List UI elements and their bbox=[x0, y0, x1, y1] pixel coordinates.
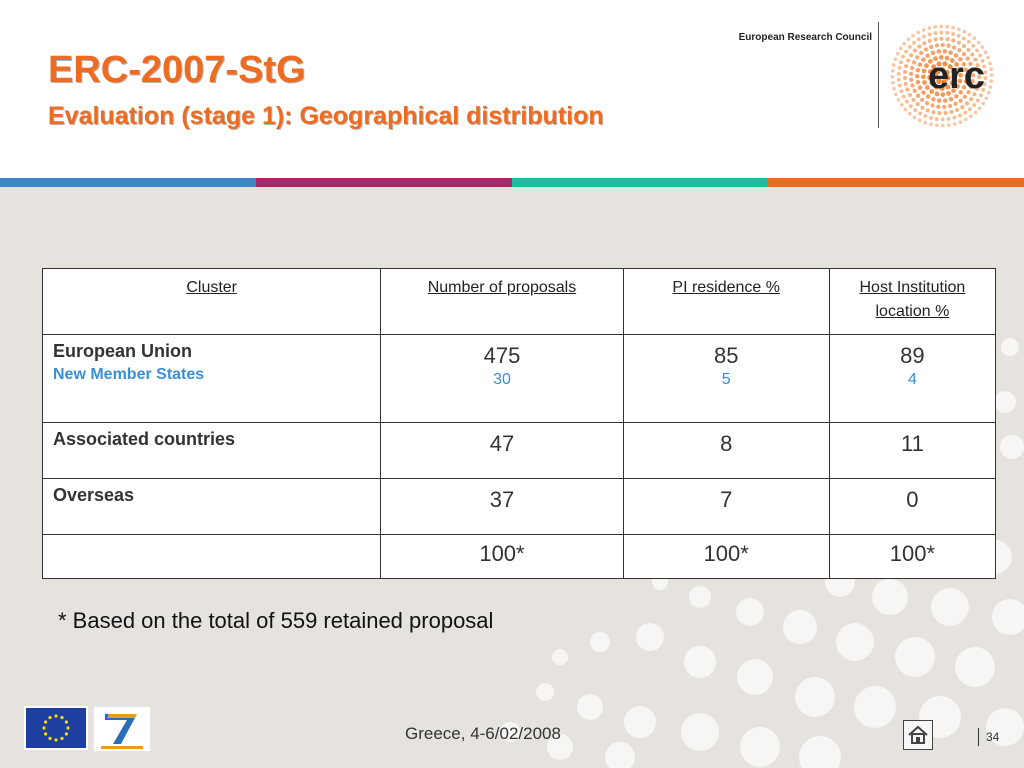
fp7-ideas-icon bbox=[93, 706, 151, 752]
page-separator bbox=[978, 728, 979, 746]
slide-subtitle: Evaluation (stage 1): Geographical distr… bbox=[48, 102, 604, 130]
proposals-total: 100* bbox=[380, 534, 624, 579]
color-bar-orange bbox=[768, 178, 1024, 187]
page-number: 34 bbox=[986, 730, 1000, 744]
distribution-table: Cluster Number of proposals PI residence… bbox=[41, 268, 997, 579]
host-location-value: 0 bbox=[828, 478, 997, 535]
pi-residence-subvalue: 5 bbox=[721, 371, 731, 388]
slide-title: ERC-2007-StG bbox=[48, 49, 306, 91]
header-number-of-proposals: Number of proposals bbox=[380, 268, 624, 335]
header-cluster: Cluster bbox=[41, 268, 382, 335]
color-bar-teal bbox=[512, 178, 768, 187]
cluster-name: Overseas bbox=[41, 478, 382, 535]
pi-residence-value: 8 bbox=[622, 422, 830, 479]
host-location-value: 89 bbox=[900, 343, 925, 368]
host-location-value: 11 bbox=[828, 422, 997, 479]
table-row: Overseas 37 7 0 bbox=[41, 478, 997, 535]
header-host-institution: Host Institution location % bbox=[828, 268, 997, 335]
host-location-subvalue: 4 bbox=[907, 371, 917, 388]
slide-header: ERC-2007-StG Evaluation (stage 1): Geogr… bbox=[0, 0, 1024, 178]
header-pi-residence: PI residence % bbox=[622, 268, 830, 335]
table-row: European Union New Member States 475 30 … bbox=[41, 334, 997, 423]
color-bar-magenta bbox=[256, 178, 512, 187]
erc-logo-text: erc bbox=[928, 55, 985, 97]
council-label: European Research Council bbox=[738, 32, 872, 43]
footnote: * Based on the total of 559 retained pro… bbox=[58, 608, 494, 633]
table-row: Associated countries 47 8 11 bbox=[41, 422, 997, 479]
host-location-cell: 89 4 bbox=[828, 334, 997, 423]
cluster-subname: New Member States bbox=[53, 366, 205, 383]
home-icon bbox=[908, 725, 928, 744]
pi-residence-value: 7 bbox=[622, 478, 830, 535]
erc-logo-icon: erc bbox=[890, 24, 994, 128]
table-header-row: Cluster Number of proposals PI residence… bbox=[41, 268, 997, 335]
proposals-subvalue: 30 bbox=[493, 371, 511, 388]
cluster-name: European Union bbox=[53, 341, 192, 361]
pi-residence-value: 85 bbox=[713, 343, 739, 368]
cluster-name: Associated countries bbox=[41, 422, 382, 479]
eu-flag-icon bbox=[24, 706, 88, 750]
host-location-total: 100* bbox=[828, 534, 997, 579]
home-button[interactable] bbox=[903, 720, 933, 750]
footer-location-date: Greece, 4-6/02/2008 bbox=[405, 724, 561, 743]
table-total-row: 100* 100* 100* bbox=[41, 534, 997, 579]
pi-residence-cell: 85 5 bbox=[622, 334, 830, 423]
cluster-name bbox=[41, 534, 382, 579]
proposals-cell: 475 30 bbox=[380, 334, 624, 423]
proposals-value: 37 bbox=[380, 478, 624, 535]
cluster-cell: European Union New Member States bbox=[41, 334, 382, 423]
logo-divider bbox=[878, 22, 879, 128]
proposals-value: 47 bbox=[380, 422, 624, 479]
pi-residence-total: 100* bbox=[622, 534, 830, 579]
proposals-value: 475 bbox=[483, 343, 521, 368]
color-bar-blue bbox=[0, 178, 256, 187]
